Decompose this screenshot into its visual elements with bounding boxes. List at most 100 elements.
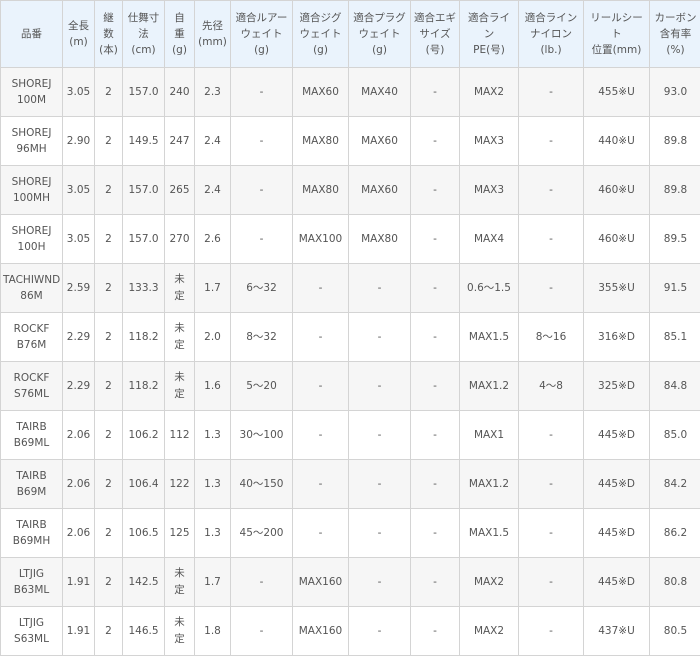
header-length: 全長 (m) xyxy=(63,1,95,68)
cell-model: LTJIG S63ML xyxy=(1,607,63,656)
cell-length: 2.90 xyxy=(63,117,95,166)
cell-lure-weight: 5〜20 xyxy=(231,362,293,411)
cell-weight: 112 xyxy=(165,411,195,460)
cell-carbon: 84.8 xyxy=(650,362,700,411)
cell-jig-weight: MAX80 xyxy=(293,117,349,166)
header-pieces: 継 数 (本) xyxy=(95,1,123,68)
cell-reel-seat: 445※D xyxy=(584,460,650,509)
cell-weight: 270 xyxy=(165,215,195,264)
cell-weight: 未定 xyxy=(165,313,195,362)
cell-plug-weight: - xyxy=(349,362,411,411)
cell-tip-diameter: 2.4 xyxy=(195,117,231,166)
cell-egi-size: - xyxy=(411,117,460,166)
cell-carbon: 85.0 xyxy=(650,411,700,460)
cell-plug-weight: - xyxy=(349,411,411,460)
cell-tip-diameter: 2.4 xyxy=(195,166,231,215)
cell-length: 1.91 xyxy=(63,607,95,656)
cell-text: 未定 xyxy=(174,271,185,305)
cell-closed-length: 106.2 xyxy=(123,411,165,460)
cell-line-pe: MAX1.2 xyxy=(460,460,519,509)
cell-tip-diameter: 1.8 xyxy=(195,607,231,656)
cell-weight: 未定 xyxy=(165,362,195,411)
header-closed-length: 仕舞寸 法 (cm) xyxy=(123,1,165,68)
cell-plug-weight: MAX60 xyxy=(349,117,411,166)
cell-closed-length: 106.4 xyxy=(123,460,165,509)
cell-length: 2.06 xyxy=(63,411,95,460)
cell-closed-length: 149.5 xyxy=(123,117,165,166)
cell-weight: 未定 xyxy=(165,607,195,656)
cell-pieces: 2 xyxy=(95,509,123,558)
cell-lure-weight: 30〜100 xyxy=(231,411,293,460)
cell-plug-weight: - xyxy=(349,607,411,656)
cell-plug-weight: - xyxy=(349,509,411,558)
cell-tip-diameter: 1.7 xyxy=(195,264,231,313)
cell-reel-seat: 355※U xyxy=(584,264,650,313)
cell-model: TAIRB B69M xyxy=(1,460,63,509)
cell-tip-diameter: 1.3 xyxy=(195,509,231,558)
cell-text: 未定 xyxy=(174,369,185,403)
cell-pieces: 2 xyxy=(95,362,123,411)
cell-jig-weight: - xyxy=(293,313,349,362)
cell-egi-size: - xyxy=(411,607,460,656)
cell-line-pe: MAX2 xyxy=(460,68,519,117)
cell-tip-diameter: 1.3 xyxy=(195,411,231,460)
cell-jig-weight: - xyxy=(293,362,349,411)
cell-reel-seat: 316※D xyxy=(584,313,650,362)
cell-jig-weight: MAX160 xyxy=(293,607,349,656)
cell-weight: 未定 xyxy=(165,558,195,607)
header-reel-seat: リールシー ト 位置(mm) xyxy=(584,1,650,68)
cell-line-pe: MAX1 xyxy=(460,411,519,460)
cell-egi-size: - xyxy=(411,68,460,117)
cell-closed-length: 118.2 xyxy=(123,362,165,411)
cell-lure-weight: - xyxy=(231,68,293,117)
cell-line-nylon: - xyxy=(519,117,584,166)
cell-plug-weight: MAX80 xyxy=(349,215,411,264)
cell-model: TAIRB B69ML xyxy=(1,411,63,460)
header-line-nylon: 適合ライン ナイロン (lb.) xyxy=(519,1,584,68)
cell-line-nylon: - xyxy=(519,68,584,117)
cell-text: 未定 xyxy=(174,320,185,354)
cell-jig-weight: MAX80 xyxy=(293,166,349,215)
cell-line-nylon: - xyxy=(519,509,584,558)
cell-weight: 240 xyxy=(165,68,195,117)
cell-pieces: 2 xyxy=(95,607,123,656)
cell-carbon: 93.0 xyxy=(650,68,700,117)
cell-egi-size: - xyxy=(411,215,460,264)
header-model: 品番 xyxy=(1,1,63,68)
cell-lure-weight: 8〜32 xyxy=(231,313,293,362)
cell-reel-seat: 437※U xyxy=(584,607,650,656)
cell-reel-seat: 445※D xyxy=(584,509,650,558)
cell-line-pe: MAX4 xyxy=(460,215,519,264)
cell-reel-seat: 445※D xyxy=(584,558,650,607)
cell-reel-seat: 460※U xyxy=(584,215,650,264)
cell-weight: 247 xyxy=(165,117,195,166)
cell-reel-seat: 460※U xyxy=(584,166,650,215)
cell-lure-weight: 45〜200 xyxy=(231,509,293,558)
cell-line-nylon: - xyxy=(519,264,584,313)
cell-egi-size: - xyxy=(411,166,460,215)
cell-length: 3.05 xyxy=(63,215,95,264)
cell-pieces: 2 xyxy=(95,264,123,313)
cell-model: SHOREJ 100M xyxy=(1,68,63,117)
header-tip-diameter: 先径 (mm) xyxy=(195,1,231,68)
header-carbon: カーボン 含有率 (%) xyxy=(650,1,700,68)
cell-reel-seat: 445※D xyxy=(584,411,650,460)
cell-lure-weight: 6〜32 xyxy=(231,264,293,313)
cell-closed-length: 106.5 xyxy=(123,509,165,558)
cell-pieces: 2 xyxy=(95,117,123,166)
cell-pieces: 2 xyxy=(95,460,123,509)
cell-length: 3.05 xyxy=(63,68,95,117)
cell-pieces: 2 xyxy=(95,166,123,215)
cell-model: ROCKF B76M xyxy=(1,313,63,362)
cell-line-nylon: - xyxy=(519,460,584,509)
header-weight: 自 重 (g) xyxy=(165,1,195,68)
cell-egi-size: - xyxy=(411,264,460,313)
